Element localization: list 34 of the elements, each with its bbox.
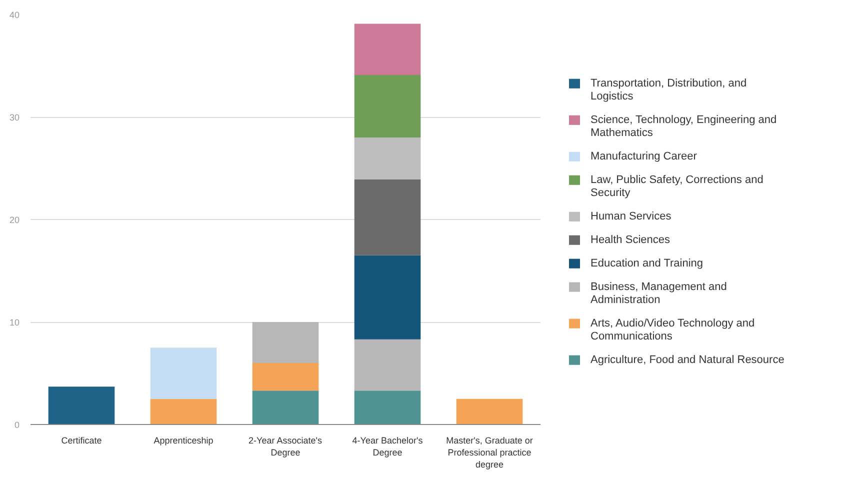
bar bbox=[252, 390, 319, 424]
legend-label: Law, Public Safety, Corrections and Security bbox=[590, 174, 764, 200]
legend-label: Science, Technology, Engineering and Mathematics bbox=[590, 114, 777, 140]
bar bbox=[354, 390, 421, 424]
bar bbox=[354, 180, 421, 256]
bar bbox=[252, 363, 319, 391]
legend-label: Arts, Audio/Video Technology and Communications bbox=[590, 318, 755, 343]
bar bbox=[456, 398, 523, 424]
legend-label: Health Sciences bbox=[590, 234, 670, 246]
x-tick-label: Certificate bbox=[61, 436, 102, 446]
bar bbox=[354, 138, 421, 180]
bar bbox=[354, 339, 421, 391]
legend-label: Manufacturing Career bbox=[590, 150, 698, 163]
bar bbox=[48, 386, 115, 424]
y-tick-label: 10 bbox=[9, 318, 20, 328]
x-tick-label: Master's, Graduate or Professional practice degree bbox=[446, 436, 533, 470]
y-tick-label: 20 bbox=[9, 215, 20, 225]
bar bbox=[252, 322, 319, 363]
y-tick-label: 40 bbox=[9, 10, 20, 20]
bar bbox=[354, 255, 421, 340]
bar bbox=[150, 348, 217, 399]
legend-label: Education and Training bbox=[590, 258, 704, 270]
legend-label: Business, Management and Administration bbox=[590, 281, 727, 306]
y-tick-label: 30 bbox=[9, 112, 20, 122]
x-tick-label: 2-Year Associate's Degree bbox=[248, 436, 322, 458]
bar bbox=[354, 24, 421, 75]
x-tick-label: 4-Year Bachelor's Degree bbox=[352, 436, 424, 458]
bar bbox=[150, 398, 217, 424]
legend-label: Transportation, Distribution, and Logistics bbox=[590, 78, 747, 103]
legend-label: Agriculture, Food and Natural Resource bbox=[590, 354, 784, 366]
x-tick-label: Apprenticeship bbox=[154, 436, 214, 446]
bar bbox=[354, 74, 421, 138]
legend-label: Human Services bbox=[590, 210, 672, 223]
y-tick-label: 0 bbox=[14, 420, 20, 430]
